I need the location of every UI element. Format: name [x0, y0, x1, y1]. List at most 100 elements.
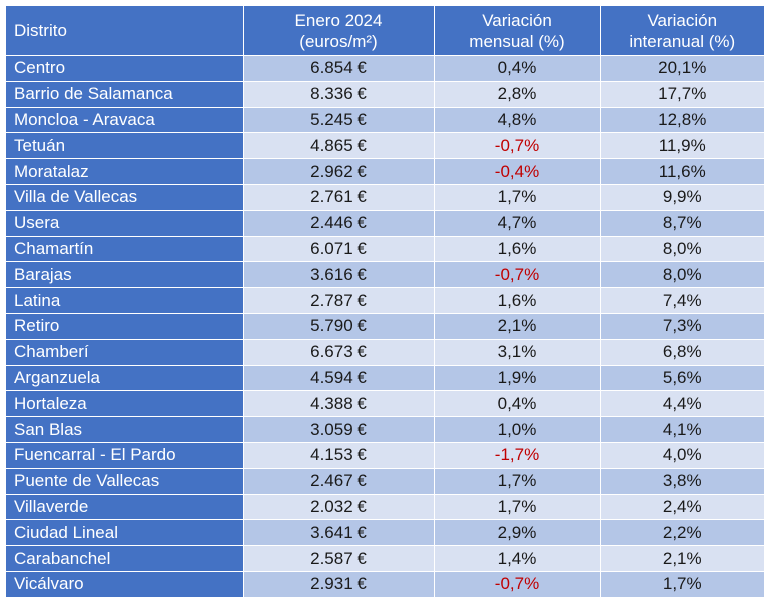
cell-monthly-variation: 2,8%: [434, 80, 601, 108]
cell-annual-variation: 9,9%: [600, 183, 764, 211]
cell-annual-variation: 2,1%: [600, 545, 764, 572]
cell-monthly-variation: -0,7%: [434, 570, 601, 597]
cell-price: 6.854 €: [243, 55, 435, 82]
header-district: Distrito: [6, 6, 244, 56]
table-row: Fuencarral - El Pardo 4.153 € -1,7% 4,0%: [6, 441, 764, 469]
cell-district: Barajas: [6, 261, 244, 288]
cell-price: 4.865 €: [243, 132, 435, 159]
cell-district: San Blas: [6, 416, 244, 443]
cell-monthly-variation: 3,1%: [434, 338, 601, 366]
table-row: Villa de Vallecas 2.761 €1,7% 9,9%: [6, 183, 764, 211]
cell-monthly-variation: 0,4%: [434, 55, 601, 82]
header-price: Enero 2024 (euros/m²): [243, 6, 435, 56]
header-monthly-line1: Variación: [482, 10, 552, 30]
cell-price: 2.587 €: [243, 545, 435, 572]
cell-district: Tetuán: [6, 132, 244, 159]
cell-annual-variation: 7,4%: [600, 287, 764, 314]
table-row: Retiro 5.790 €2,1% 7,3%: [6, 312, 764, 340]
cell-annual-variation: 8,0%: [600, 261, 764, 288]
cell-annual-variation: 17,7%: [600, 80, 764, 108]
cell-price: 4.388 €: [243, 390, 435, 417]
cell-price: 2.467 €: [243, 467, 435, 495]
table-row: Ciudad Lineal 3.641 €2,9% 2,2%: [6, 519, 764, 546]
cell-district: Latina: [6, 287, 244, 314]
cell-monthly-variation: 1,0%: [434, 416, 601, 443]
cell-monthly-variation: 2,1%: [434, 312, 601, 340]
cell-monthly-variation: -0,7%: [434, 261, 601, 288]
cell-monthly-variation: -1,7%: [434, 441, 601, 469]
cell-district: Usera: [6, 209, 244, 237]
cell-annual-variation: 11,9%: [600, 132, 764, 159]
header-monthly-line2: mensual (%): [469, 31, 565, 51]
cell-annual-variation: 12,8%: [600, 106, 764, 133]
table-row: Moncloa - Aravaca 5.245 €4,8% 12,8%: [6, 106, 764, 133]
cell-annual-variation: 2,4%: [600, 493, 764, 520]
cell-monthly-variation: 1,9%: [434, 364, 601, 391]
table-row: Moratalaz 2.962 € -0,4% 11,6%: [6, 158, 764, 185]
cell-price: 5.245 €: [243, 106, 435, 133]
cell-district: Puente de Vallecas: [6, 467, 244, 495]
cell-annual-variation: 1,7%: [600, 570, 764, 597]
table-row: Chamartín 6.071 €1,6% 8,0%: [6, 235, 764, 262]
cell-price: 6.071 €: [243, 235, 435, 262]
cell-district: Barrio de Salamanca: [6, 80, 244, 108]
table-row: Barajas 3.616 € -0,7% 8,0%: [6, 261, 764, 288]
header-price-line2: (euros/m²): [299, 31, 378, 51]
table-row: Chamberí 6.673 €3,1% 6,8%: [6, 338, 764, 366]
table-header: Distrito Enero 2024 (euros/m²) Variación…: [6, 6, 764, 56]
cell-price: 2.931 €: [243, 570, 435, 597]
header-monthly: Variación mensual (%): [434, 6, 601, 56]
cell-annual-variation: 7,3%: [600, 312, 764, 340]
district-price-table: Distrito Enero 2024 (euros/m²) Variación…: [6, 6, 764, 597]
header-price-line1: Enero 2024: [294, 10, 383, 30]
cell-annual-variation: 2,2%: [600, 519, 764, 546]
cell-annual-variation: 3,8%: [600, 467, 764, 495]
header-row: Distrito Enero 2024 (euros/m²) Variación…: [6, 6, 764, 56]
cell-district: Carabanchel: [6, 545, 244, 572]
cell-price: 4.153 €: [243, 441, 435, 469]
cell-monthly-variation: 1,7%: [434, 493, 601, 520]
cell-district: Centro: [6, 55, 244, 82]
cell-district: Hortaleza: [6, 390, 244, 417]
cell-price: 4.594 €: [243, 364, 435, 391]
cell-annual-variation: 4,0%: [600, 441, 764, 469]
header-annual-line1: Variación: [647, 10, 718, 30]
cell-monthly-variation: 2,9%: [434, 519, 601, 546]
cell-annual-variation: 4,4%: [600, 390, 764, 417]
cell-district: Moncloa - Aravaca: [6, 106, 244, 133]
table-row: Centro 6.854 €0,4% 20,1%: [6, 55, 764, 82]
table-row: San Blas 3.059 €1,0% 4,1%: [6, 416, 764, 443]
header-annual: Variación interanual (%): [600, 6, 764, 56]
table-row: Latina 2.787 €1,6% 7,4%: [6, 287, 764, 314]
table-row: Tetuán 4.865 € -0,7% 11,9%: [6, 132, 764, 159]
table-row: Hortaleza 4.388 €0,4% 4,4%: [6, 390, 764, 417]
cell-monthly-variation: -0,7%: [434, 132, 601, 159]
table-row: Puente de Vallecas 2.467 €1,7% 3,8%: [6, 467, 764, 495]
cell-district: Chamberí: [6, 338, 244, 366]
cell-monthly-variation: -0,4%: [434, 158, 601, 185]
cell-district: Villaverde: [6, 493, 244, 520]
table-body: Centro 6.854 €0,4% 20,1% Barrio de Salamanc…: [6, 55, 764, 597]
cell-district: Fuencarral - El Pardo: [6, 441, 244, 469]
cell-price: 5.790 €: [243, 312, 435, 340]
cell-annual-variation: 8,7%: [600, 209, 764, 237]
cell-annual-variation: 4,1%: [600, 416, 764, 443]
cell-annual-variation: 20,1%: [600, 55, 764, 82]
cell-district: Vicálvaro: [6, 570, 244, 597]
cell-monthly-variation: 1,6%: [434, 287, 601, 314]
cell-price: 2.787 €: [243, 287, 435, 314]
cell-district: Moratalaz: [6, 158, 244, 185]
table-row: Arganzuela 4.594 €1,9% 5,6%: [6, 364, 764, 391]
table-row: Villaverde 2.032 €1,7% 2,4%: [6, 493, 764, 520]
cell-annual-variation: 8,0%: [600, 235, 764, 262]
cell-monthly-variation: 1,6%: [434, 235, 601, 262]
table-row: Usera 2.446 €4,7% 8,7%: [6, 209, 764, 237]
cell-price: 8.336 €: [243, 80, 435, 108]
cell-price: 2.761 €: [243, 183, 435, 211]
cell-price: 2.032 €: [243, 493, 435, 520]
cell-price: 6.673 €: [243, 338, 435, 366]
cell-price: 3.641 €: [243, 519, 435, 546]
cell-monthly-variation: 1,7%: [434, 183, 601, 211]
cell-district: Ciudad Lineal: [6, 519, 244, 546]
header-district-label: Distrito: [14, 21, 67, 40]
